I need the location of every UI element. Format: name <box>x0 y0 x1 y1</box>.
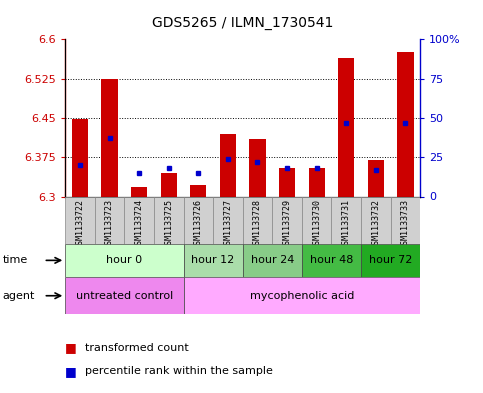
Bar <box>72 119 88 196</box>
Bar <box>101 79 118 196</box>
Text: GSM1133730: GSM1133730 <box>312 199 321 249</box>
Text: hour 48: hour 48 <box>310 255 353 265</box>
Text: GSM1133722: GSM1133722 <box>75 199 85 249</box>
Bar <box>361 196 391 244</box>
Text: ■: ■ <box>65 365 77 378</box>
Bar <box>279 168 295 196</box>
Text: GSM1133724: GSM1133724 <box>135 199 143 249</box>
Bar <box>184 277 420 314</box>
Text: hour 24: hour 24 <box>251 255 294 265</box>
Bar <box>65 277 184 314</box>
Text: GSM1133725: GSM1133725 <box>164 199 173 249</box>
Bar <box>184 244 242 277</box>
Bar <box>361 244 420 277</box>
Bar <box>242 196 272 244</box>
Bar <box>398 52 413 196</box>
Text: GSM1133729: GSM1133729 <box>283 199 292 249</box>
Bar <box>302 196 331 244</box>
Bar <box>131 187 147 196</box>
Text: agent: agent <box>2 291 35 301</box>
Text: GSM1133732: GSM1133732 <box>371 199 380 249</box>
Bar <box>302 244 361 277</box>
Text: GSM1133726: GSM1133726 <box>194 199 203 249</box>
Bar <box>154 196 184 244</box>
Text: GDS5265 / ILMN_1730541: GDS5265 / ILMN_1730541 <box>152 16 333 30</box>
Text: GSM1133723: GSM1133723 <box>105 199 114 249</box>
Bar <box>368 160 384 196</box>
Text: GSM1133728: GSM1133728 <box>253 199 262 249</box>
Text: mycophenolic acid: mycophenolic acid <box>250 291 354 301</box>
Text: transformed count: transformed count <box>85 343 188 353</box>
Bar <box>242 244 302 277</box>
Text: untreated control: untreated control <box>76 291 173 301</box>
Bar <box>220 134 236 196</box>
Text: GSM1133733: GSM1133733 <box>401 199 410 249</box>
Bar <box>391 196 420 244</box>
Text: GSM1133727: GSM1133727 <box>224 199 232 249</box>
Bar <box>272 196 302 244</box>
Text: percentile rank within the sample: percentile rank within the sample <box>85 366 272 376</box>
Text: hour 0: hour 0 <box>106 255 142 265</box>
Text: ■: ■ <box>65 341 77 354</box>
Bar <box>95 196 125 244</box>
Bar <box>338 58 355 196</box>
Bar <box>331 196 361 244</box>
Bar <box>65 196 95 244</box>
Bar <box>125 196 154 244</box>
Bar <box>184 196 213 244</box>
Text: time: time <box>2 255 28 265</box>
Bar <box>309 168 325 196</box>
Bar <box>249 139 266 196</box>
Bar <box>161 173 177 196</box>
Text: hour 72: hour 72 <box>369 255 412 265</box>
Text: hour 12: hour 12 <box>191 255 235 265</box>
Bar <box>65 244 184 277</box>
Bar <box>190 185 206 196</box>
Text: GSM1133731: GSM1133731 <box>342 199 351 249</box>
Bar <box>213 196 242 244</box>
